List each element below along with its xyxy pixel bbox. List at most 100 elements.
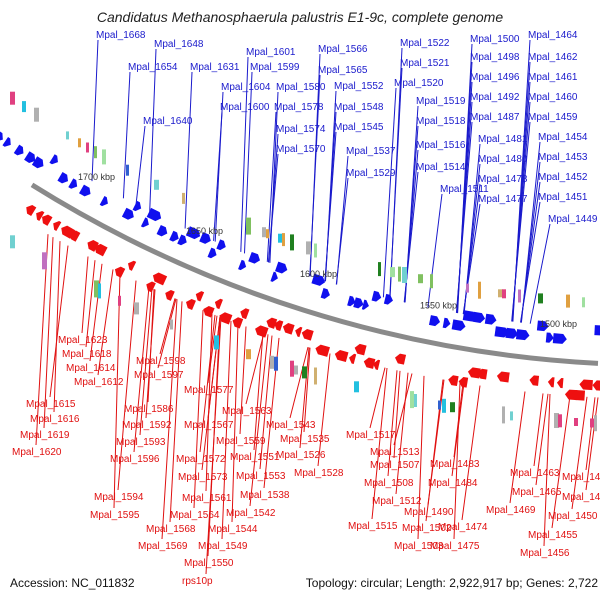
gene-label-upper[interactable]: Mpal_1452 <box>538 172 588 183</box>
gene-label-lower[interactable]: Mpal_1443 <box>562 472 600 483</box>
gene-label-lower[interactable]: Mpal_1543 <box>266 420 316 431</box>
gene-label-upper[interactable]: Mpal_1648 <box>154 39 204 50</box>
gene-label-lower[interactable]: Mpal_1535 <box>280 434 330 445</box>
gene-label-lower[interactable]: Mpal_1490 <box>404 507 454 518</box>
gene-label-upper[interactable]: Mpal_1480 <box>478 154 528 165</box>
gene-label-lower[interactable]: Mpal_1503 <box>394 541 444 552</box>
gene-label-upper[interactable]: Mpal_1566 <box>318 44 368 55</box>
gene-label-lower[interactable]: Mpal_1586 <box>124 404 174 415</box>
gene-label-lower[interactable]: Mpal_1620 <box>12 447 62 458</box>
gene-label-lower[interactable]: Mpal_1483 <box>430 459 480 470</box>
gene-label-lower[interactable]: Mpal_1559 <box>216 436 266 447</box>
gene-label-lower[interactable]: Mpal_1615 <box>26 399 76 410</box>
gene-label-lower[interactable]: Mpal_1445 <box>562 492 600 503</box>
gene-label-upper[interactable]: Mpal_1519 <box>416 96 466 107</box>
gene-label-lower[interactable]: Mpal_1577 <box>184 385 234 396</box>
gene-label-lower[interactable]: Mpal_1563 <box>222 406 272 417</box>
gene-label-lower[interactable]: Mpal_1508 <box>364 478 414 489</box>
gene-label-lower[interactable]: Mpal_1573 <box>178 472 228 483</box>
gene-label-lower[interactable]: Mpal_1598 <box>136 356 186 367</box>
gene-label-upper[interactable]: Mpal_1529 <box>346 168 396 179</box>
gene-label-upper[interactable]: Mpal_1600 <box>220 102 270 113</box>
gene-label-upper[interactable]: Mpal_1451 <box>538 192 588 203</box>
gene-label-lower[interactable]: Mpal_1568 <box>146 524 196 535</box>
gene-label-lower[interactable]: Mpal_1475 <box>430 541 480 552</box>
gene-label-upper[interactable]: Mpal_1498 <box>470 52 520 63</box>
gene-label-lower[interactable]: Mpal_1450 <box>548 511 598 522</box>
gene-label-lower[interactable]: rps10p <box>182 576 213 587</box>
gene-label-lower[interactable]: Mpal_1542 <box>226 508 276 519</box>
gene-label-upper[interactable]: Mpal_1604 <box>221 82 271 93</box>
gene-label-lower[interactable]: Mpal_1526 <box>276 450 326 461</box>
gene-label-upper[interactable]: Mpal_1449 <box>548 214 598 225</box>
gene-label-lower[interactable]: Mpal_1549 <box>198 541 248 552</box>
gene-label-lower[interactable]: Mpal_1474 <box>438 522 488 533</box>
gene-label-upper[interactable]: Mpal_1460 <box>528 92 578 103</box>
gene-label-lower[interactable]: Mpal_1484 <box>428 478 478 489</box>
gene-label-upper[interactable]: Mpal_1520 <box>394 78 444 89</box>
gene-label-upper[interactable]: Mpal_1511 <box>440 184 489 195</box>
gene-label-lower[interactable]: Mpal_1507 <box>370 460 420 471</box>
gene-label-upper[interactable]: Mpal_1565 <box>318 65 368 76</box>
gene-label-upper[interactable]: Mpal_1654 <box>128 62 178 73</box>
gene-label-upper[interactable]: Mpal_1461 <box>528 72 578 83</box>
gene-label-upper[interactable]: Mpal_1453 <box>538 152 588 163</box>
gene-label-upper[interactable]: Mpal_1570 <box>276 144 326 155</box>
gene-label-lower[interactable]: Mpal_1564 <box>170 510 220 521</box>
gene-label-upper[interactable]: Mpal_1599 <box>250 62 300 73</box>
gene-label-lower[interactable]: Mpal_1614 <box>66 363 116 374</box>
gene-label-upper[interactable]: Mpal_1601 <box>246 47 296 58</box>
gene-label-lower[interactable]: Mpal_1595 <box>90 510 140 521</box>
gene-label-upper[interactable]: Mpal_1516 <box>416 140 466 151</box>
gene-label-lower[interactable]: Mpal_1513 <box>370 447 420 458</box>
gene-label-lower[interactable]: Mpal_1594 <box>94 492 144 503</box>
gene-label-lower[interactable]: Mpal_1593 <box>116 437 166 448</box>
gene-label-upper[interactable]: Mpal_1521 <box>400 58 450 69</box>
gene-label-upper[interactable]: Mpal_1492 <box>470 92 520 103</box>
gene-label-lower[interactable]: Mpal_1561 <box>182 493 232 504</box>
gene-label-upper[interactable]: Mpal_1574 <box>276 124 326 135</box>
gene-label-upper[interactable]: Mpal_1462 <box>528 52 578 63</box>
gene-label-upper[interactable]: Mpal_1477 <box>478 194 528 205</box>
gene-label-upper[interactable]: Mpal_1580 <box>276 82 326 93</box>
gene-label-lower[interactable]: Mpal_1596 <box>110 454 160 465</box>
gene-label-lower[interactable]: Mpal_1551 <box>230 452 280 463</box>
gene-label-lower[interactable]: Mpal_1597 <box>134 370 184 381</box>
gene-label-lower[interactable]: Mpal_1528 <box>294 468 344 479</box>
gene-label-lower[interactable]: Mpal_1544 <box>208 524 258 535</box>
gene-label-upper[interactable]: Mpal_1459 <box>528 112 578 123</box>
gene-label-upper[interactable]: Mpal_1578 <box>274 102 324 113</box>
gene-label-lower[interactable]: Mpal_1455 <box>528 530 578 541</box>
gene-label-lower[interactable]: Mpal_1456 <box>520 548 570 559</box>
gene-label-lower[interactable]: Mpal_1569 <box>138 541 188 552</box>
gene-label-upper[interactable]: Mpal_1500 <box>470 34 520 45</box>
gene-label-lower[interactable]: Mpal_1567 <box>184 420 234 431</box>
gene-label-lower[interactable]: Mpal_1469 <box>486 505 536 516</box>
gene-label-upper[interactable]: Mpal_1640 <box>143 116 193 127</box>
gene-label-lower[interactable]: Mpal_1465 <box>512 487 562 498</box>
gene-label-lower[interactable]: Mpal_1612 <box>74 377 124 388</box>
gene-label-lower[interactable]: Mpal_1618 <box>62 349 112 360</box>
gene-label-upper[interactable]: Mpal_1464 <box>528 30 578 41</box>
gene-label-lower[interactable]: Mpal_1550 <box>184 558 234 569</box>
gene-label-lower[interactable]: Mpal_1572 <box>176 454 226 465</box>
gene-label-upper[interactable]: Mpal_1481 <box>478 134 528 145</box>
gene-label-lower[interactable]: Mpal_1592 <box>122 420 172 431</box>
gene-label-lower[interactable]: Mpal_1517 <box>346 430 396 441</box>
gene-label-upper[interactable]: Mpal_1631 <box>190 62 240 73</box>
gene-label-upper[interactable]: Mpal_1548 <box>334 102 384 113</box>
gene-label-upper[interactable]: Mpal_1518 <box>416 116 466 127</box>
gene-label-upper[interactable]: Mpal_1514 <box>416 162 466 173</box>
gene-label-upper[interactable]: Mpal_1522 <box>400 38 450 49</box>
gene-label-lower[interactable]: Mpal_1502 <box>402 523 452 534</box>
gene-label-lower[interactable]: Mpal_1616 <box>30 414 80 425</box>
gene-label-upper[interactable]: Mpal_1537 <box>346 146 396 157</box>
gene-label-upper[interactable]: Mpal_1545 <box>334 122 384 133</box>
gene-label-upper[interactable]: Mpal_1487 <box>470 112 520 123</box>
gene-label-upper[interactable]: Mpal_1552 <box>334 81 384 92</box>
gene-label-lower[interactable]: Mpal_1619 <box>20 430 70 441</box>
gene-label-lower[interactable]: Mpal_1553 <box>236 471 286 482</box>
gene-label-upper[interactable]: Mpal_1668 <box>96 30 146 41</box>
gene-label-upper[interactable]: Mpal_1454 <box>538 132 588 143</box>
gene-label-upper[interactable]: Mpal_1496 <box>470 72 520 83</box>
